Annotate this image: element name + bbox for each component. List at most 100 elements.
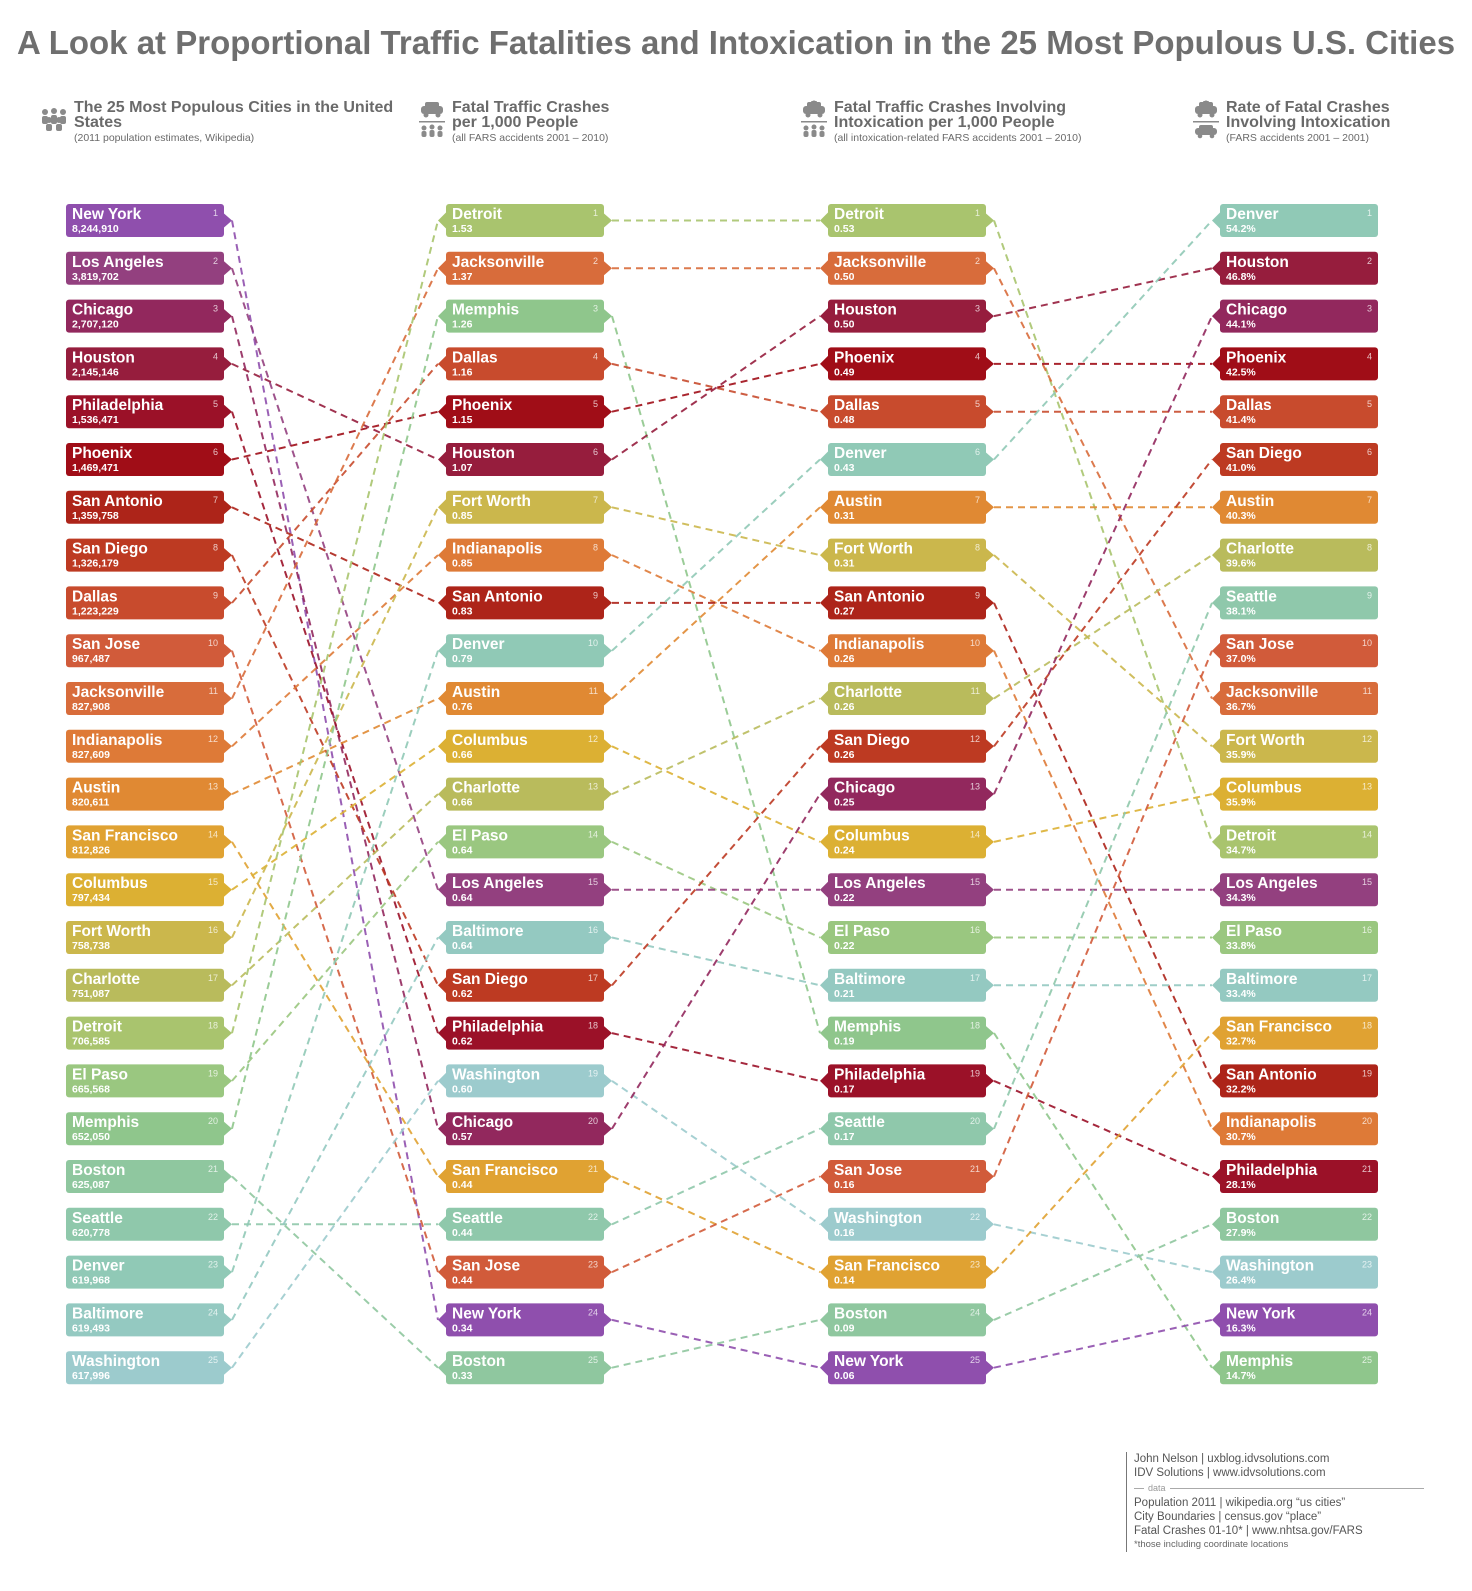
city-value: 0.64 — [452, 940, 473, 952]
city-value: 967,487 — [72, 653, 110, 665]
box-body — [446, 586, 604, 620]
city-name: El Paso — [72, 1066, 128, 1083]
box-body — [1220, 873, 1378, 907]
box-body — [66, 968, 224, 1002]
box-notch — [1212, 1311, 1220, 1328]
box-body — [1220, 1255, 1378, 1289]
box-pointer — [604, 787, 612, 802]
box-notch — [438, 499, 446, 516]
city-value: 0.17 — [834, 1083, 855, 1095]
box-pointer — [224, 309, 232, 324]
box-body — [66, 873, 224, 907]
rank-number: 21 — [208, 1164, 218, 1174]
city-value: 0.33 — [452, 1370, 473, 1382]
box-body — [1220, 1207, 1378, 1241]
box-body — [66, 1160, 224, 1193]
city-name: New York — [72, 206, 142, 223]
box-body — [66, 251, 224, 285]
box-pointer — [604, 739, 612, 754]
box-pointer — [986, 500, 994, 515]
rank-number: 20 — [588, 1116, 598, 1126]
connector-line-new-york — [993, 1318, 1213, 1369]
city-value: 0.26 — [834, 653, 855, 665]
box-body — [1220, 347, 1378, 381]
box-notch — [1212, 308, 1220, 325]
box-body — [446, 1255, 604, 1289]
city-value: 0.26 — [834, 749, 855, 761]
box-pointer — [604, 213, 612, 228]
city-value: 37.0% — [1226, 653, 1256, 665]
city-name: Washington — [1226, 1258, 1314, 1275]
rank-number: 9 — [593, 590, 598, 600]
city-name: Washington — [834, 1210, 922, 1227]
box-body — [446, 347, 604, 381]
city-value: 652,050 — [72, 1131, 110, 1143]
city-value: 0.53 — [834, 223, 855, 235]
box-pointer — [604, 930, 612, 945]
box-body — [828, 347, 986, 381]
box-pointer — [986, 452, 994, 467]
box-notch — [438, 403, 446, 420]
box-pointer — [604, 1265, 612, 1280]
connector-line-fort-worth — [231, 506, 439, 938]
city-name: Houston — [452, 445, 515, 462]
box-body — [828, 538, 986, 572]
rank-number: 20 — [970, 1116, 980, 1126]
box-notch — [820, 1264, 828, 1281]
rank-number: 23 — [1362, 1260, 1372, 1270]
connector-line-washington — [611, 1080, 821, 1226]
box-notch — [820, 594, 828, 611]
box-pointer — [986, 1217, 994, 1232]
box-pointer — [224, 643, 232, 658]
city-value: 0.44 — [452, 1227, 473, 1239]
box-body — [446, 729, 604, 763]
city-name: Indianapolis — [452, 541, 542, 558]
credit-org: IDV Solutions | www.idvsolutions.com — [1134, 1467, 1326, 1479]
box-body — [1220, 777, 1378, 811]
box-notch — [820, 786, 828, 803]
box-pointer — [986, 1265, 994, 1280]
box-notch — [1212, 1168, 1220, 1185]
box-notch — [1212, 355, 1220, 372]
city-name: Washington — [72, 1353, 160, 1370]
connector-line-austin — [231, 697, 439, 796]
box-notch — [438, 1216, 446, 1233]
box-notch — [820, 642, 828, 659]
box-pointer — [224, 1265, 232, 1280]
city-name: Jacksonville — [834, 254, 927, 271]
box-notch — [1212, 1025, 1220, 1042]
rank-number: 22 — [208, 1212, 218, 1222]
city-value: 0.31 — [834, 510, 855, 522]
city-value: 0.24 — [834, 844, 855, 856]
connector-line-jacksonville — [231, 267, 439, 699]
city-value: 0.43 — [834, 462, 855, 474]
box-pointer — [604, 1360, 612, 1375]
box-notch — [438, 833, 446, 850]
box-notch — [438, 1264, 446, 1281]
city-name: Los Angeles — [452, 875, 544, 892]
rank-number: 10 — [588, 638, 598, 648]
box-body — [1220, 586, 1378, 620]
column-subtitle: (all intoxication-related FARS accidents… — [834, 132, 1082, 144]
connector-line-philadelphia — [611, 1032, 821, 1082]
city-name: Denver — [72, 1258, 125, 1275]
box-body — [446, 825, 604, 859]
box-body — [828, 1303, 986, 1337]
connector-line-chicago — [231, 315, 439, 1129]
rank-number: 17 — [588, 973, 598, 983]
city-name: Houston — [72, 349, 135, 366]
